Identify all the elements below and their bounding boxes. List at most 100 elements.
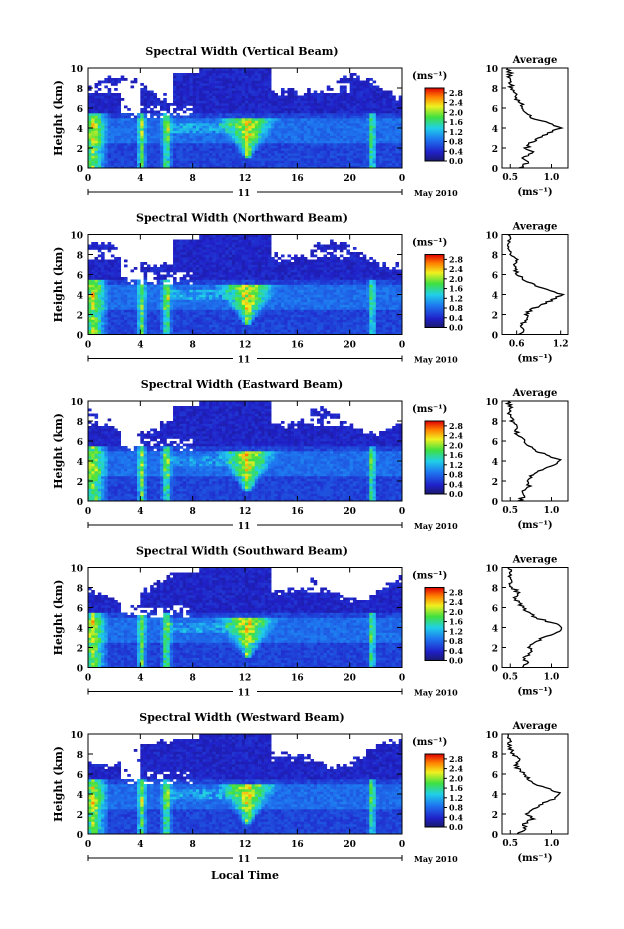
heatmap-cell [346, 143, 350, 146]
heatmap-cell [192, 269, 197, 273]
heatmap-cell [163, 120, 167, 124]
heatmap-cell [290, 143, 295, 146]
heatmap-cell [300, 163, 305, 166]
day-label: 11 [238, 189, 251, 199]
heatmap-cell [189, 274, 193, 278]
heatmap-cell [362, 98, 367, 101]
y-tick-label: 2 [77, 145, 83, 155]
heatmap-cell [150, 312, 154, 315]
heatmap-cell [140, 307, 144, 310]
heatmap-cell [101, 277, 105, 280]
heatmap-cell [143, 93, 148, 96]
heatmap-cell [189, 155, 193, 159]
heatmap-cell [310, 150, 314, 154]
heatmap-cell [209, 95, 213, 99]
heatmap-cell [176, 138, 180, 141]
heatmap-cell [235, 239, 239, 243]
heatmap-cell [130, 292, 135, 295]
heatmap-cell [202, 165, 207, 169]
heatmap-cell [202, 158, 207, 161]
heatmap-cell [104, 279, 108, 283]
heatmap-cell [114, 297, 118, 300]
heatmap-cell [254, 130, 259, 134]
heatmap-cell [267, 73, 272, 76]
heatmap-cell [231, 73, 236, 76]
heatmap-cell [182, 135, 187, 139]
heatmap-cell [179, 289, 184, 293]
heatmap-cell [392, 163, 396, 166]
heatmap-cell [215, 143, 220, 146]
heatmap-cell [215, 80, 220, 84]
heatmap-cell [192, 163, 197, 166]
heatmap-cell [222, 272, 226, 275]
heatmap-cell [349, 95, 354, 99]
heatmap-cell [159, 150, 164, 154]
heatmap-cell [104, 312, 108, 315]
heatmap-cell [323, 158, 328, 161]
heatmap-cell [143, 128, 148, 131]
heatmap-cell [222, 267, 226, 270]
heatmap-cell [339, 85, 344, 89]
heatmap-cell [228, 282, 233, 285]
heatmap-cell [352, 115, 357, 119]
heatmap-cell [235, 115, 239, 119]
heatmap-cell [228, 103, 233, 106]
heatmap-cell [307, 98, 311, 101]
heatmap-cell [159, 155, 164, 159]
heatmap-cell [104, 299, 108, 303]
heatmap-cell [248, 125, 252, 129]
heatmap-cell [333, 115, 337, 119]
heatmap-cell [222, 277, 226, 280]
heatmap-cell [156, 150, 161, 154]
heatmap-cell [316, 143, 321, 146]
heatmap-cell [254, 140, 259, 144]
heatmap-cell [123, 120, 128, 124]
heatmap-cell [140, 299, 144, 303]
heatmap-cell [186, 272, 190, 275]
heatmap-cell [248, 113, 252, 116]
heatmap-cell [114, 148, 118, 151]
heatmap-cell [153, 103, 157, 106]
heatmap-cell [215, 304, 220, 308]
heatmap-cell [205, 145, 210, 149]
heatmap-cell [212, 332, 216, 335]
heatmap-cell [339, 128, 344, 131]
heatmap-cell [336, 160, 341, 164]
heatmap-cell [114, 150, 118, 154]
heatmap-cell [205, 319, 210, 323]
heatmap-cell [94, 98, 99, 101]
heatmap-cell [231, 115, 236, 119]
heatmap-cell [231, 145, 236, 149]
heatmap-cell [114, 158, 118, 161]
heatmap-cell [114, 279, 118, 283]
heatmap-cell [127, 128, 131, 131]
heatmap-cell [362, 143, 367, 146]
heatmap-cell [199, 113, 203, 116]
heatmap-cell [218, 319, 223, 323]
heatmap-cell [303, 138, 308, 141]
heatmap-cell [362, 150, 367, 154]
heatmap-cell [182, 249, 187, 253]
heatmap-cell [189, 259, 193, 263]
heatmap-cell [323, 98, 328, 101]
heatmap-cell [205, 80, 210, 84]
heatmap-cell [179, 304, 184, 308]
heatmap-cell [163, 165, 167, 169]
heatmap-cell [176, 95, 180, 99]
heatmap-cell [235, 312, 239, 315]
y-tick-label: 6 [77, 105, 83, 115]
heatmap-cell [179, 80, 184, 84]
heatmap-cell [366, 88, 370, 91]
heatmap-cell [91, 148, 95, 151]
heatmap-cell [372, 98, 377, 101]
heatmap-cell [225, 95, 229, 99]
heatmap-cell [156, 274, 161, 278]
heatmap-cell [179, 108, 184, 111]
heatmap-cell [120, 287, 125, 290]
heatmap-cell [238, 329, 243, 333]
heatmap-cell [137, 143, 141, 146]
heatmap-cell [104, 165, 108, 169]
heatmap-cell [225, 163, 229, 166]
heatmap-cell [176, 297, 180, 300]
heatmap-cell [231, 140, 236, 144]
